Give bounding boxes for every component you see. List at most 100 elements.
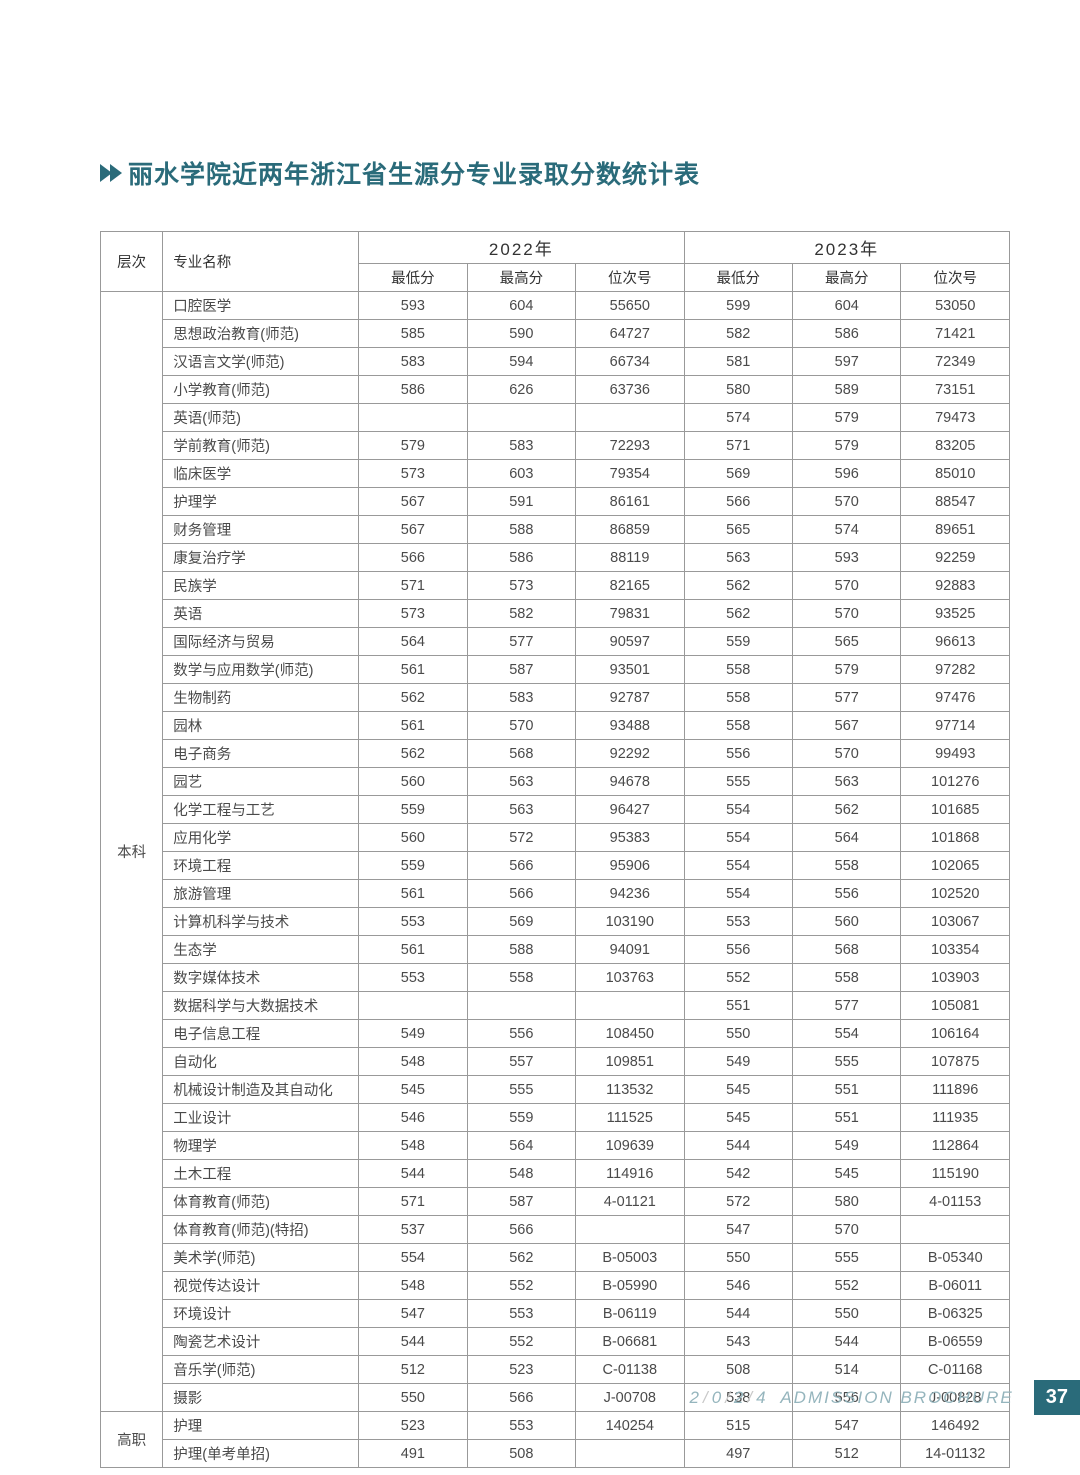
cell-value: 85010 — [901, 460, 1010, 488]
th-year-2022: 2022年 — [359, 232, 684, 264]
cell-major: 护理学 — [163, 488, 359, 516]
cell-value: 561 — [359, 712, 467, 740]
cell-value: 586 — [793, 320, 901, 348]
arrow-icons — [100, 164, 120, 182]
cell-value: 102520 — [901, 880, 1010, 908]
cell-value: 551 — [793, 1076, 901, 1104]
table-row: 数据科学与大数据技术551577105081 — [101, 992, 1010, 1020]
cell-value — [576, 404, 684, 432]
cell-value: 562 — [359, 740, 467, 768]
cell-value: 542 — [684, 1160, 792, 1188]
cell-value: 109639 — [576, 1132, 684, 1160]
admission-scores-table: 层次 专业名称 2022年 2023年 最低分 最高分 位次号 最低分 最高分 … — [100, 231, 1010, 1468]
cell-value: 548 — [359, 1132, 467, 1160]
cell-major: 英语 — [163, 600, 359, 628]
cell-value: B-05990 — [576, 1272, 684, 1300]
cell-value: 79473 — [901, 404, 1010, 432]
cell-major: 数字媒体技术 — [163, 964, 359, 992]
cell-value: 497 — [684, 1440, 792, 1468]
cell-major: 临床医学 — [163, 460, 359, 488]
table-row: 视觉传达设计548552B-05990546552B-06011 — [101, 1272, 1010, 1300]
cell-value: 596 — [793, 460, 901, 488]
cell-value: 79831 — [576, 600, 684, 628]
cell-value: 580 — [793, 1188, 901, 1216]
cell-major: 体育教育(师范) — [163, 1188, 359, 1216]
cell-value: 583 — [359, 348, 467, 376]
cell-value: 512 — [359, 1356, 467, 1384]
page-heading: 丽水学院近两年浙江省生源分专业录取分数统计表 — [100, 155, 1010, 191]
cell-value: 72349 — [901, 348, 1010, 376]
cell-value: 564 — [793, 824, 901, 852]
cell-value: 558 — [793, 964, 901, 992]
footer: 2/0/2/4 ADMISSION BROCHURE 37 — [690, 1380, 1080, 1415]
table-row: 物理学548564109639544549112864 — [101, 1132, 1010, 1160]
cell-value: 573 — [467, 572, 575, 600]
cell-value: 599 — [684, 292, 792, 320]
table-row: 自动化548557109851549555107875 — [101, 1048, 1010, 1076]
cell-major: 财务管理 — [163, 516, 359, 544]
cell-value: 567 — [359, 488, 467, 516]
cell-value: 566 — [467, 880, 575, 908]
cell-value: 103067 — [901, 908, 1010, 936]
cell-value: 564 — [467, 1132, 575, 1160]
cell-value: 96427 — [576, 796, 684, 824]
cell-value: 587 — [467, 656, 575, 684]
cell-value: 550 — [793, 1300, 901, 1328]
cell-value: 95383 — [576, 824, 684, 852]
cell-value: 552 — [684, 964, 792, 992]
cell-value: 561 — [359, 880, 467, 908]
table-row: 陶瓷艺术设计544552B-06681543544B-06559 — [101, 1328, 1010, 1356]
cell-major: 美术学(师范) — [163, 1244, 359, 1272]
cell-value: 558 — [793, 852, 901, 880]
cell-value: 626 — [467, 376, 575, 404]
cell-value: 569 — [467, 908, 575, 936]
cell-value: 590 — [467, 320, 575, 348]
cell-value: 566 — [467, 1216, 575, 1244]
table-row: 英语5735827983156257093525 — [101, 600, 1010, 628]
cell-value: 570 — [793, 600, 901, 628]
cell-value: 579 — [793, 404, 901, 432]
cell-value: 99493 — [901, 740, 1010, 768]
cell-value: 561 — [359, 936, 467, 964]
cell-value: 101685 — [901, 796, 1010, 824]
cell-value: 560 — [359, 824, 467, 852]
cell-value: 566 — [359, 544, 467, 572]
cell-value: 583 — [467, 684, 575, 712]
cell-value: 582 — [467, 600, 575, 628]
cell-value: 89651 — [901, 516, 1010, 544]
cell-level: 本科 — [101, 292, 163, 1412]
th-max-2022: 最高分 — [467, 264, 575, 292]
cell-value: 554 — [684, 796, 792, 824]
cell-value: 570 — [467, 712, 575, 740]
arrow-icon — [110, 164, 122, 182]
footer-year-digit: 0 — [712, 1388, 723, 1407]
cell-value: 103763 — [576, 964, 684, 992]
cell-value: 565 — [684, 516, 792, 544]
cell-major: 口腔医学 — [163, 292, 359, 320]
cell-value: 86859 — [576, 516, 684, 544]
cell-major: 电子信息工程 — [163, 1020, 359, 1048]
cell-value: 604 — [793, 292, 901, 320]
cell-value: 559 — [359, 796, 467, 824]
footer-label: ADMISSION BROCHURE — [780, 1388, 1013, 1407]
cell-value: 549 — [684, 1048, 792, 1076]
table-row: 机械设计制造及其自动化545555113532545551111896 — [101, 1076, 1010, 1104]
cell-value: 111935 — [901, 1104, 1010, 1132]
cell-value: 579 — [793, 432, 901, 460]
table-row: 数字媒体技术553558103763552558103903 — [101, 964, 1010, 992]
cell-value: 558 — [684, 656, 792, 684]
cell-value: B-06681 — [576, 1328, 684, 1356]
cell-value: 588 — [467, 516, 575, 544]
cell-value: 103903 — [901, 964, 1010, 992]
cell-major: 视觉传达设计 — [163, 1272, 359, 1300]
table-row: 国际经济与贸易5645779059755956596613 — [101, 628, 1010, 656]
cell-value: 579 — [793, 656, 901, 684]
cell-value: 559 — [467, 1104, 575, 1132]
cell-value: 549 — [359, 1020, 467, 1048]
cell-value: 94678 — [576, 768, 684, 796]
cell-value: 568 — [793, 936, 901, 964]
cell-value: 568 — [467, 740, 575, 768]
cell-value: 92259 — [901, 544, 1010, 572]
header-row-1: 层次 专业名称 2022年 2023年 — [101, 232, 1010, 264]
cell-value: 546 — [359, 1104, 467, 1132]
